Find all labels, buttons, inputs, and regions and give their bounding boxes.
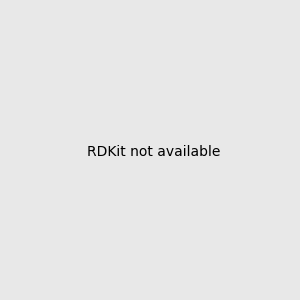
Text: RDKit not available: RDKit not available	[87, 145, 220, 158]
